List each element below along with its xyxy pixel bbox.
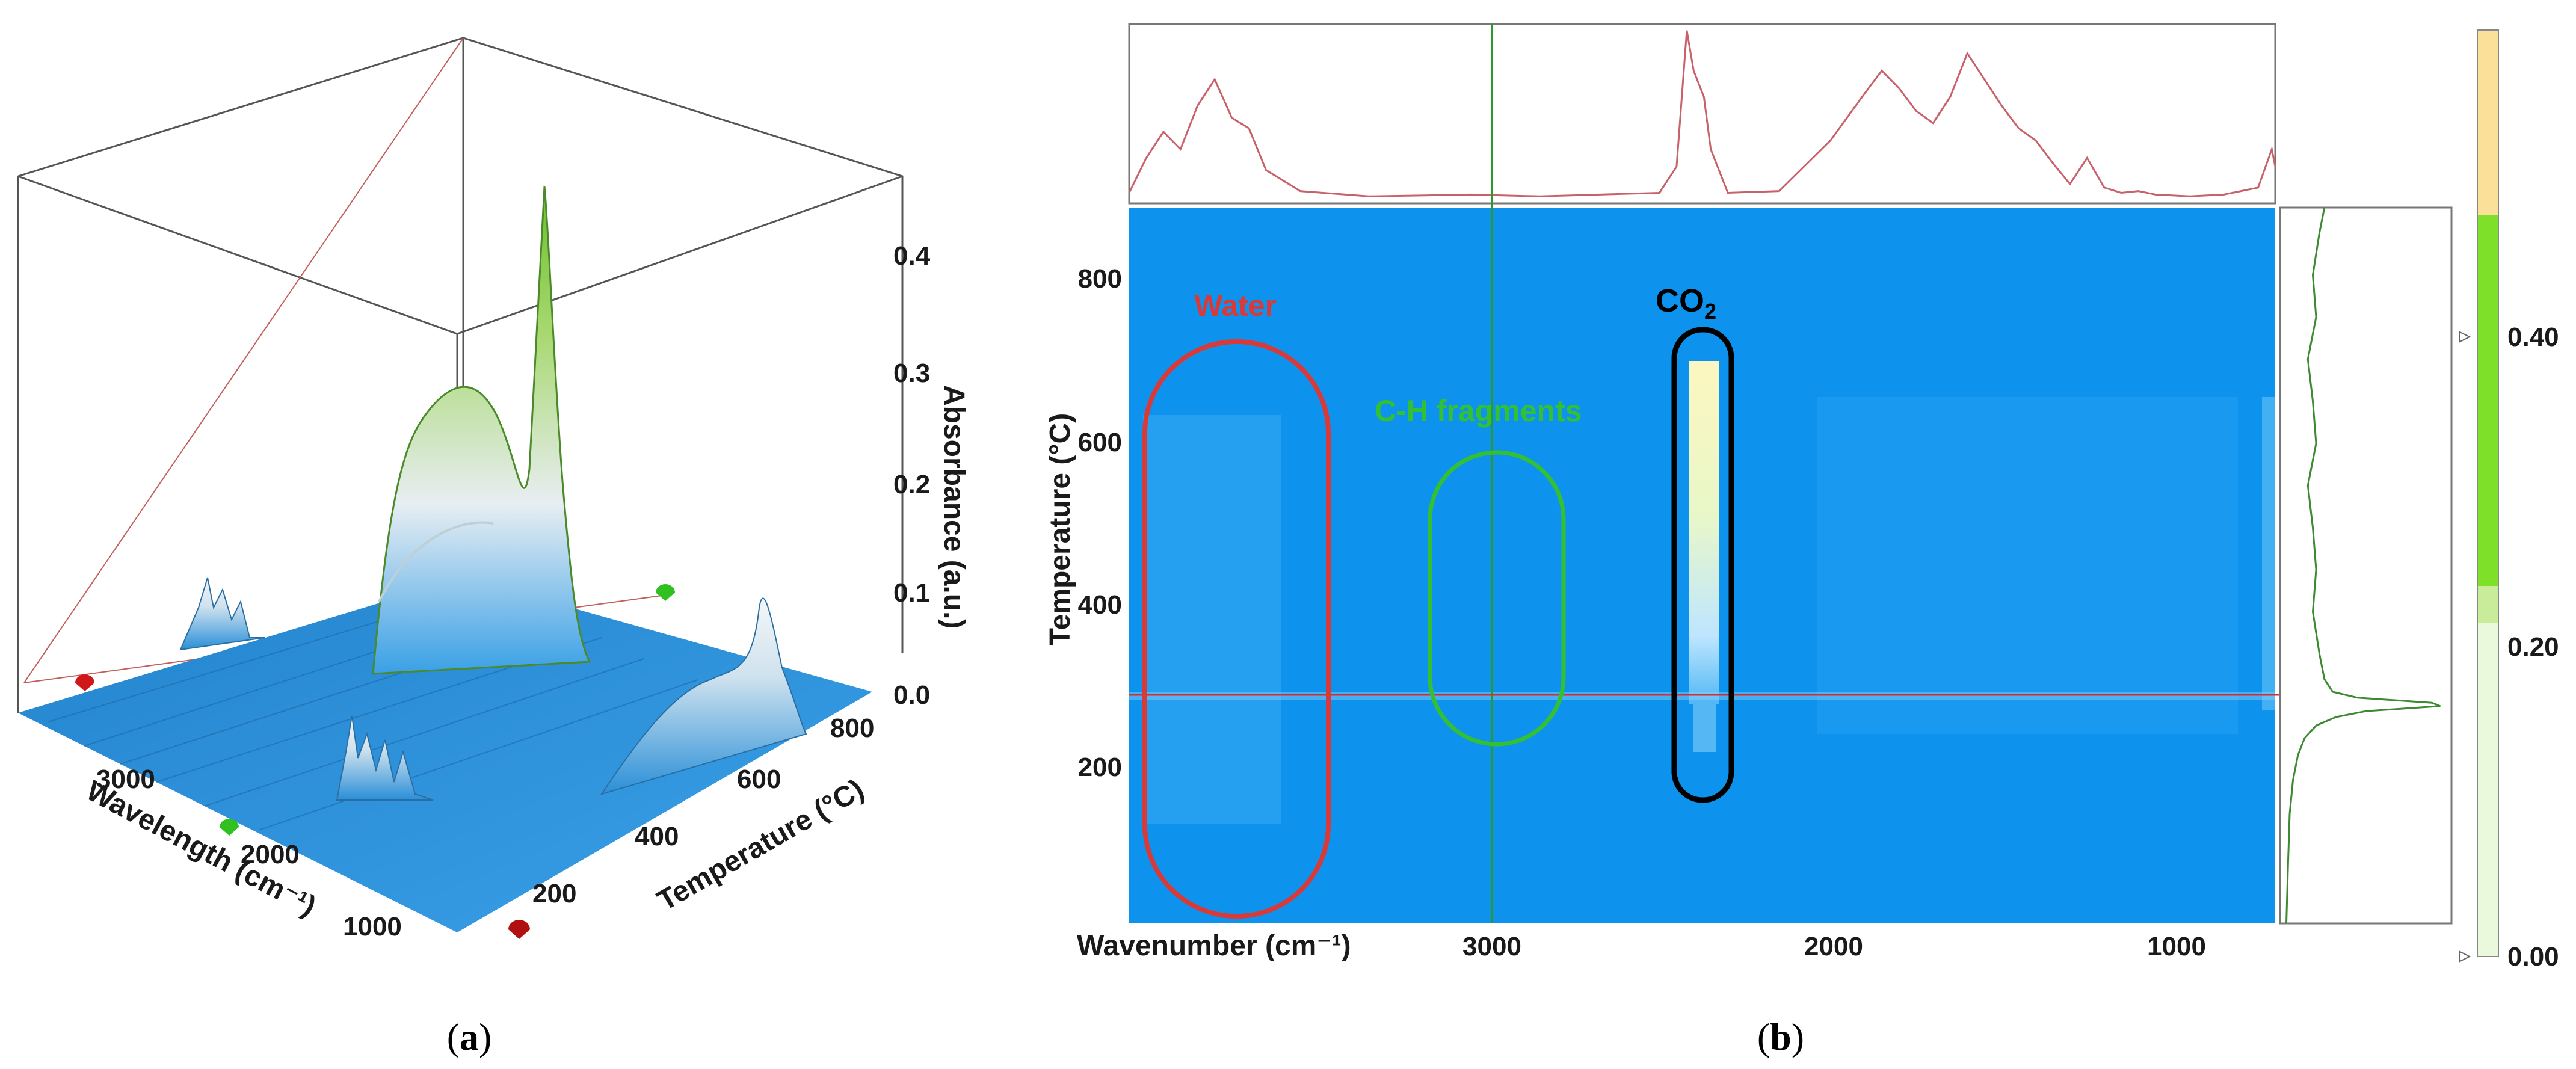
marker-green-axis (220, 819, 239, 836)
colorbar-band (2477, 623, 2498, 957)
x-tick: 2000 (1804, 932, 1863, 961)
colorbar-ticks: 0.40 0.20 0.00 (2459, 322, 2559, 972)
y-tick: 600 (737, 765, 781, 794)
colorbar-tick: 0.20 (2507, 632, 2559, 662)
colorbar-pointer (2459, 331, 2471, 343)
water-label: Water (1194, 289, 1277, 322)
caption-b-close: ) (1792, 1015, 1804, 1058)
colorbar-frame (2477, 29, 2499, 957)
caption-b-letter: b (1770, 1015, 1792, 1058)
ch-region-outline (1428, 450, 1566, 747)
y-tick: 400 (1078, 590, 1122, 620)
y-tick: 200 (1078, 753, 1122, 782)
colorbar-band (2477, 586, 2498, 623)
caption-a-open: ( (447, 1015, 460, 1058)
marker-green-right (656, 584, 675, 601)
colorbar-band (2477, 215, 2498, 586)
z-tick: 0.1 (893, 578, 930, 608)
x-tick: 3000 (1462, 932, 1521, 961)
top-profile-frame (1128, 23, 2276, 205)
colorbar-tick: 0.40 (2507, 322, 2559, 352)
caption-b: (b) (1757, 1015, 1804, 1058)
release-row-glow (1129, 692, 2275, 700)
caption-b-open: ( (1757, 1015, 1770, 1058)
x-axis-ticks: 3000 2000 1000 (96, 765, 402, 941)
mid-band-glow (1817, 397, 2238, 734)
heatmap-x-ticks: 3000 2000 1000 (1462, 932, 2206, 961)
co2-region-outline (1671, 327, 1734, 803)
z-tick: 0.0 (893, 680, 930, 710)
x-tick: 1000 (2147, 932, 2206, 961)
x-tick: 1000 (343, 912, 402, 941)
heatmap-y-label: Temperature (°C) (1044, 413, 1076, 645)
water-region-outline (1142, 339, 1331, 919)
peak-water-cluster (179, 577, 265, 651)
panel-a-surface-plot: 0.4 0.3 0.2 0.1 0.0 Absorbance (a.u.) 30… (17, 37, 970, 941)
marker-red-left (75, 674, 94, 691)
caption-a-close: ) (479, 1015, 491, 1058)
diagonal-reference-line (23, 37, 464, 683)
co2-label: CO2 (1656, 283, 1716, 324)
water-band-glow (1143, 415, 1281, 824)
y-tick: 800 (1078, 264, 1122, 294)
side-profile-frame (2279, 206, 2453, 925)
z-tick: 0.2 (893, 470, 930, 499)
x-tick: 3000 (96, 765, 155, 794)
colorbar-pointer (2459, 950, 2471, 963)
co2-faint-band (1693, 698, 1716, 752)
colorbar-band (2477, 30, 2498, 215)
colorbar-tick: 0.00 (2507, 942, 2559, 972)
top-profile-line (1128, 30, 2276, 197)
heatmap-x-label: Wavenumber (cm⁻¹) (1077, 930, 1351, 962)
co2-hot-band (1689, 361, 1719, 704)
caption-a: (a) (447, 1015, 492, 1058)
x-tick: 2000 (241, 840, 300, 869)
y-tick: 600 (1078, 428, 1122, 457)
y-axis-ticks: 200 400 600 800 (532, 713, 874, 908)
z-tick: 0.4 (893, 241, 931, 271)
z-axis-ticks: 0.4 0.3 0.2 0.1 0.0 (893, 241, 931, 710)
peak-co2-main (372, 186, 591, 675)
peak-low-frequency (600, 597, 807, 795)
marker-red-bottom (508, 920, 530, 939)
colorbar (2477, 30, 2498, 957)
side-profile-line (2285, 207, 2441, 924)
heatmap-features (1129, 361, 2275, 824)
y-tick: 400 (635, 822, 679, 851)
heatmap-y-ticks: 800 600 400 200 (1078, 264, 1122, 782)
y-tick: 200 (532, 879, 576, 908)
co2-label-main: CO (1656, 283, 1704, 319)
peak-fingerprint-cluster (336, 715, 434, 801)
peak-co2-ridge (378, 521, 494, 602)
panel-b-heatmap: Water C-H fragments CO2 0.40 0.20 0.00 8… (1044, 23, 2559, 972)
z-tick: 0.3 (893, 359, 930, 388)
ch-fragments-label: C-H fragments (1375, 394, 1582, 428)
z-axis-label: Absorbance (a.u.) (938, 385, 970, 629)
co2-label-subscript: 2 (1704, 299, 1716, 324)
y-tick: 800 (830, 713, 874, 743)
right-edge-band (2262, 397, 2275, 710)
caption-a-letter: a (460, 1015, 479, 1058)
